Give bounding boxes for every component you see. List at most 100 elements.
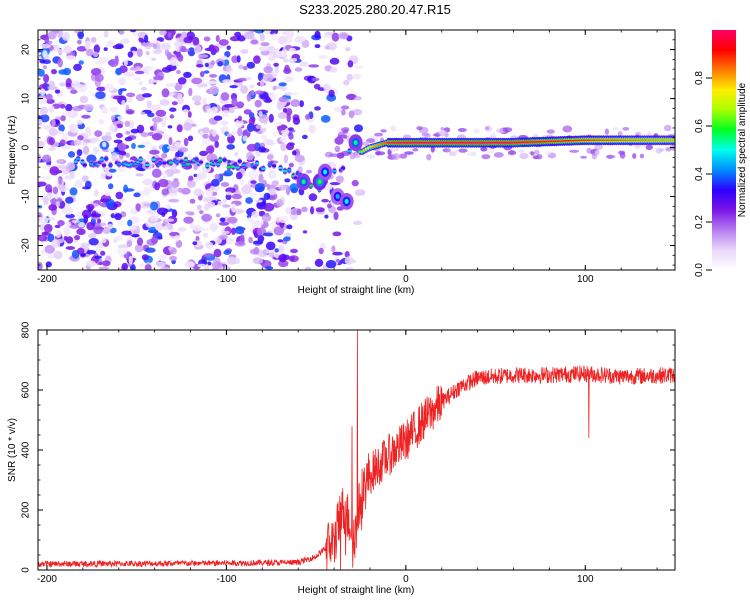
spectrogram-cell (95, 248, 102, 253)
spectrogram-cell (136, 48, 143, 57)
spectrogram-cell (221, 110, 231, 117)
spectrogram-cell (323, 83, 330, 92)
spectrogram-cell (65, 103, 73, 112)
spectrogram-cell (54, 192, 60, 200)
ridge-cell (282, 169, 288, 173)
spectrogram-cell (125, 109, 135, 115)
spectrogram-cell (223, 250, 232, 255)
spectrogram-cell (153, 122, 158, 132)
spectrogram-cell (205, 188, 213, 198)
spectrogram-cell (265, 266, 274, 270)
ridge-spot (353, 140, 358, 146)
spectrogram-cell (144, 264, 152, 270)
spectrogram-cell (48, 127, 58, 137)
spectrogram-cell (92, 51, 99, 58)
x-tick-label: 100 (577, 574, 594, 585)
spectrogram-cell (76, 46, 88, 52)
ridge-cell (261, 167, 266, 170)
spectrogram-cell (485, 126, 490, 131)
spectrogram-cell (265, 241, 276, 251)
spectrogram-cell (45, 93, 53, 101)
spectrogram-cell (47, 30, 57, 40)
spectrogram-cell (329, 153, 339, 157)
spectrogram-cell (225, 193, 232, 200)
ridge-cell (183, 158, 189, 162)
spectrogram-cell (94, 255, 103, 259)
spectrogram-cell (325, 260, 337, 269)
spectrogram-cell (237, 115, 243, 122)
spectrogram-cell (196, 84, 204, 88)
spectrogram-cell (151, 236, 158, 245)
ridge-cell (76, 157, 81, 161)
spectrogram-cell (45, 184, 53, 193)
spectrogram-cell (200, 71, 205, 78)
spectrogram-cell (389, 147, 400, 152)
spectrogram-cell (121, 99, 126, 107)
spectrogram-cell (77, 247, 85, 255)
spectrogram-cell (117, 220, 124, 226)
spectrogram-cell (40, 176, 52, 180)
spectrogram-cell (165, 83, 177, 87)
spectrogram-cell (131, 234, 140, 238)
spectrogram-cell (277, 111, 288, 120)
spectrogram-cell (348, 110, 355, 119)
spectrogram-cell (534, 149, 540, 155)
spectrogram-cell (301, 206, 308, 212)
spectrogram-cell (49, 80, 55, 89)
spectrogram-cell (251, 220, 256, 229)
spectrogram-cell (168, 246, 173, 251)
spectrogram-cell (290, 99, 301, 107)
ridge-cell (116, 162, 122, 166)
spectrogram-cell (353, 220, 363, 225)
spectrogram-cell (269, 48, 280, 52)
spectrogram-cell (92, 146, 100, 155)
spectrogram-cell (580, 155, 587, 159)
spectrogram-cell (78, 221, 85, 228)
spectrogram-cell (76, 149, 83, 157)
spectrogram-cell (117, 142, 127, 152)
spectrogram-cell (622, 126, 630, 131)
spectrogram-cell (98, 266, 110, 270)
spectrogram-cell (193, 188, 203, 197)
spectrogram-cell (236, 101, 245, 109)
spectrogram-cell (38, 235, 45, 241)
spectrogram-cell (55, 230, 62, 238)
spectrogram-cell (119, 197, 126, 203)
spectrogram-cell (292, 117, 301, 125)
spectrogram-cell (202, 127, 210, 134)
spectrogram-cell (243, 109, 252, 115)
spectrogram-cell (133, 77, 141, 81)
spectrogram-cell (285, 108, 293, 116)
spectrogram-cell (230, 130, 240, 135)
spectrogram-x-ticks: -200 -100 0 100 (37, 30, 658, 285)
ridge-spot (301, 179, 306, 185)
ridge-cell (347, 149, 352, 153)
spectrogram-cell (366, 138, 376, 144)
spectrogram-cell (174, 235, 180, 242)
spectrogram-cell (276, 199, 284, 207)
spectrogram-cell (252, 240, 264, 245)
spectrogram-cell (64, 206, 73, 215)
spectrogram-cell (79, 95, 89, 104)
spectrogram-cell (49, 166, 60, 176)
spectrogram-cell (340, 128, 345, 132)
spectrogram-cell (330, 67, 338, 73)
spectrogram-cell (318, 247, 324, 255)
spectrogram-cell (159, 267, 171, 270)
spectrogram-cell (151, 133, 163, 141)
spectrogram-cell (219, 217, 226, 223)
ridge-cell (104, 157, 109, 160)
spectrogram-cell (285, 207, 292, 215)
spectrogram-cell (290, 187, 298, 194)
spectrogram-cell (341, 134, 348, 139)
spectrogram-cell (211, 178, 220, 187)
spectrogram-cell (205, 241, 214, 249)
spectrogram-cell (178, 147, 189, 153)
spectrogram-cell (164, 218, 175, 222)
spectrogram-cell (161, 172, 168, 178)
spectrogram-cell (85, 260, 97, 267)
spectrogram-cell (206, 80, 217, 85)
spectrogram-cell (213, 248, 222, 258)
spectrogram-cell (218, 221, 229, 226)
